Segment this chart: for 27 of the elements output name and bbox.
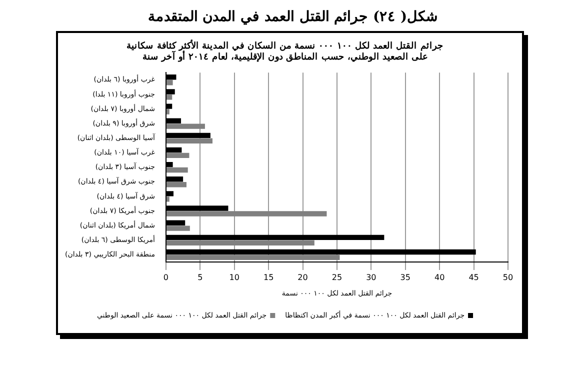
bar bbox=[166, 167, 188, 173]
bar bbox=[166, 109, 170, 114]
x-tick-label: 30 bbox=[366, 272, 376, 282]
bar bbox=[166, 80, 173, 86]
x-tick-label: 20 bbox=[298, 272, 308, 282]
bar bbox=[166, 94, 172, 100]
x-tick-label: 10 bbox=[229, 272, 240, 282]
x-tick-label: 50 bbox=[502, 272, 514, 282]
bar bbox=[166, 124, 205, 129]
bar bbox=[166, 196, 170, 202]
x-tick-label: 25 bbox=[332, 272, 342, 282]
bar bbox=[166, 211, 327, 216]
bar bbox=[166, 152, 190, 158]
x-tick-label: 45 bbox=[468, 272, 479, 282]
x-tick-label: 5 bbox=[198, 272, 203, 282]
x-tick-label: 15 bbox=[263, 272, 274, 282]
x-tick-label: 0 bbox=[163, 272, 169, 282]
bar bbox=[166, 254, 340, 260]
chart-subtitle: شكل( ٢٤) جرائم القتل العمد في المدن المتقدمة bbox=[146, 8, 440, 25]
text: على الصعيد الوطني، حسب المناطق دون الإقليمية، لعام ٢٠١٤ أو آخر سنة bbox=[142, 52, 428, 63]
text: جرائم القتل العمد لكل ١٠٠ ٠٠٠ نسمة من السكان في المدينة الأكثر كثافة سكانية bbox=[126, 42, 444, 52]
bar bbox=[166, 138, 212, 144]
bar bbox=[166, 226, 190, 231]
x-tick-label: 40 bbox=[434, 272, 445, 282]
bar bbox=[166, 182, 186, 188]
x-tick-label: 35 bbox=[400, 272, 410, 282]
bar bbox=[166, 240, 314, 246]
